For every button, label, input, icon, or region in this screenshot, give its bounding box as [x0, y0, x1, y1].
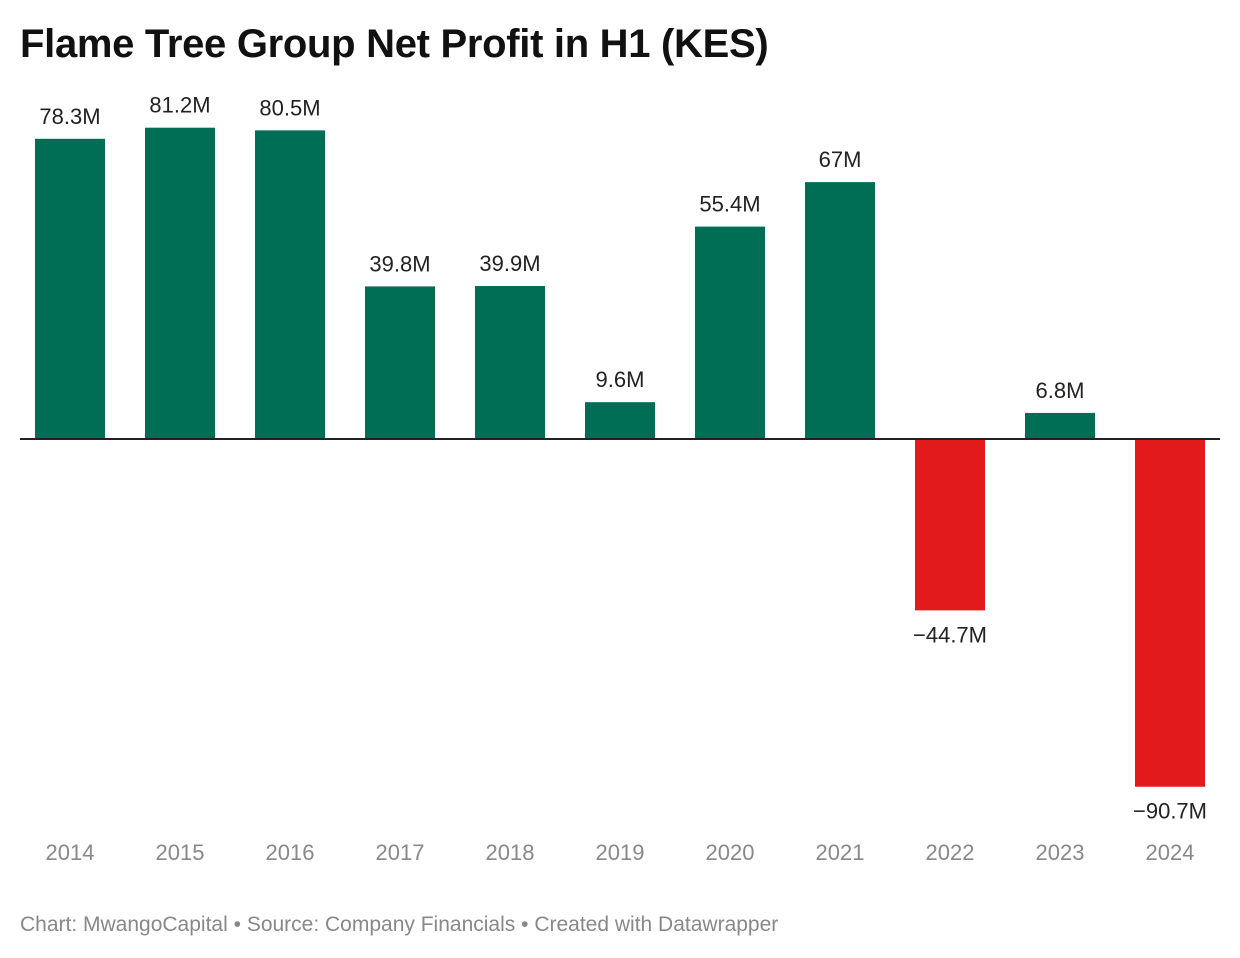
bar-2024 — [1135, 439, 1205, 787]
bar-2023 — [1025, 412, 1095, 439]
value-label-2021: 67M — [819, 147, 862, 172]
x-tick-label-2023: 2023 — [1036, 840, 1085, 865]
x-tick-label-2018: 2018 — [486, 840, 535, 865]
bar-chart: 78.3M 2014 81.2M 2015 80.5M 2016 39.8M 2017 39.9… — [20, 93, 1220, 865]
chart-title: Flame Tree Group Net Profit in H1 (KES) — [20, 22, 769, 66]
value-label-2020: 55.4M — [699, 192, 760, 217]
x-tick-label-2014: 2014 — [46, 840, 95, 865]
value-label-2019: 9.6M — [596, 367, 645, 392]
chart-footer: Chart: MwangoCapital • Source: Company F… — [20, 911, 778, 939]
value-label-2016: 80.5M — [259, 95, 320, 120]
footer-separator: • — [521, 913, 529, 936]
x-tick-label-2019: 2019 — [596, 840, 645, 865]
value-label-2017: 39.8M — [369, 251, 430, 276]
x-tick-label-2020: 2020 — [706, 840, 755, 865]
value-label-2018: 39.9M — [479, 251, 540, 276]
bar-2015 — [145, 127, 215, 439]
bar-2017 — [365, 286, 435, 439]
x-tick-label-2024: 2024 — [1146, 840, 1195, 865]
value-label-2022: −44.7M — [913, 622, 987, 647]
value-label-2014: 78.3M — [39, 104, 100, 129]
footer-source: Source: Company Financials — [246, 913, 516, 936]
footer-credit: Chart: MwangoCapital — [20, 913, 228, 936]
x-tick-label-2021: 2021 — [816, 840, 865, 865]
x-tick-label-2016: 2016 — [266, 840, 315, 865]
bar-2020 — [695, 226, 765, 439]
value-label-2024: −90.7M — [1133, 799, 1207, 824]
footer-tool: Created with Datawrapper — [534, 913, 779, 936]
bar-2019 — [585, 402, 655, 439]
value-label-2015: 81.2M — [149, 93, 210, 118]
bar-2014 — [35, 138, 105, 440]
bar-2018 — [475, 286, 545, 439]
x-tick-label-2017: 2017 — [376, 840, 425, 865]
footer-separator: • — [233, 913, 241, 936]
x-tick-label-2015: 2015 — [156, 840, 205, 865]
x-tick-label-2022: 2022 — [926, 840, 975, 865]
bar-2016 — [255, 130, 325, 439]
bar-2021 — [805, 182, 875, 439]
value-label-2023: 6.8M — [1036, 378, 1085, 403]
bar-2022 — [915, 439, 985, 611]
